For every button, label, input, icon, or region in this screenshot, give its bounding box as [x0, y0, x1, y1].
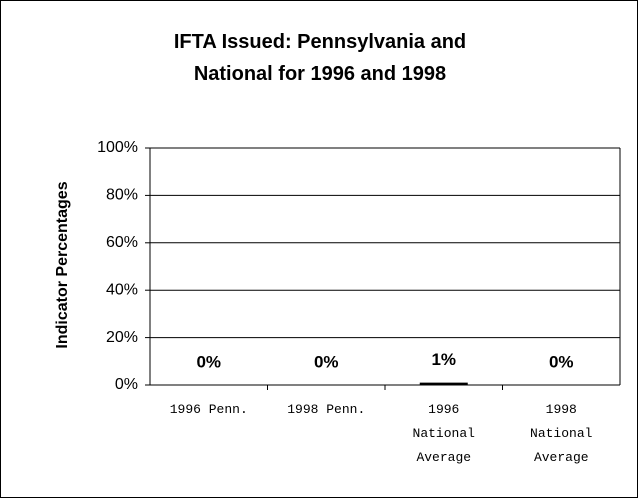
data-label: 0%	[314, 352, 339, 371]
y-tick-label: 80%	[106, 187, 138, 204]
y-tick-label: 20%	[106, 329, 138, 346]
y-tick-label: 40%	[106, 281, 138, 298]
bar	[419, 382, 468, 385]
data-label: 0%	[196, 352, 221, 371]
x-tick-label: 1998 National Average	[530, 402, 593, 465]
x-tick-label: 1996 National Average	[413, 402, 476, 465]
data-label: 1%	[431, 350, 456, 369]
y-tick-label: 100%	[97, 139, 138, 156]
y-tick-label: 0%	[115, 376, 138, 393]
x-tick-label: 1998 Penn.	[287, 402, 365, 417]
y-axis-label: Indicator Percentages	[54, 181, 71, 348]
chart-title: IFTA Issued: Pennsylvania and National fo…	[174, 31, 466, 85]
y-tick-label: 60%	[106, 234, 138, 251]
data-label: 0%	[549, 352, 574, 371]
x-tick-label: 1996 Penn.	[170, 402, 248, 417]
